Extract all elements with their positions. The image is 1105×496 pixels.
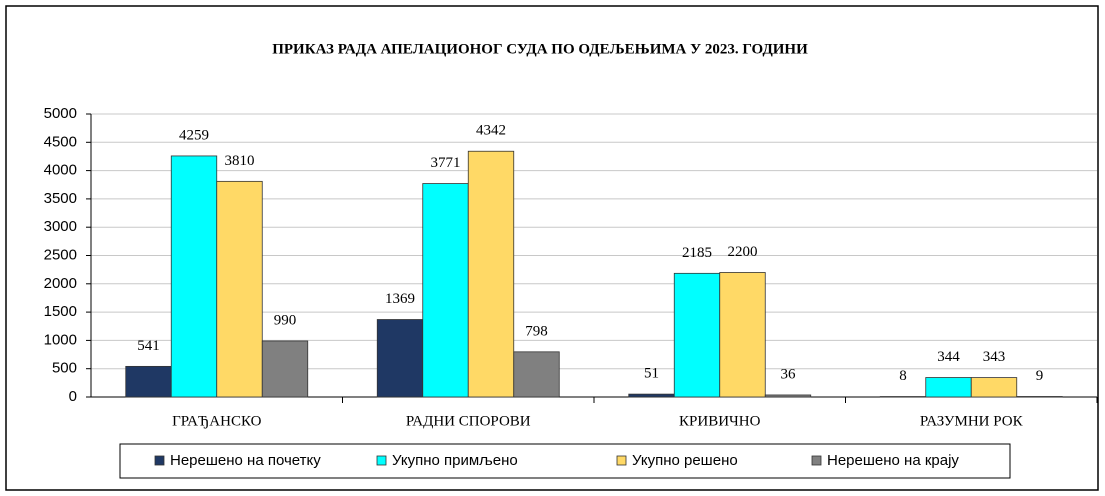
value-label: 36	[781, 366, 797, 382]
legend-swatch	[811, 455, 822, 466]
value-label: 3810	[225, 153, 255, 169]
legend-swatch	[154, 455, 165, 466]
y-tick-label: 1000	[44, 331, 77, 348]
y-tick-label: 5000	[44, 105, 77, 122]
y-tick-label: 2000	[44, 275, 77, 292]
legend-box	[119, 443, 1011, 479]
bar	[673, 272, 721, 398]
value-label: 51	[644, 366, 659, 382]
bar	[422, 183, 469, 398]
y-tick-label: 4000	[44, 162, 77, 179]
value-label: 8	[899, 368, 907, 384]
value-label: 990	[274, 312, 297, 328]
bar	[719, 272, 766, 398]
value-label: 9	[1036, 368, 1044, 384]
y-tick-label: 1500	[44, 303, 77, 320]
x-tick-label: ГРАЂАНСКО	[172, 413, 262, 429]
value-label: 4342	[476, 123, 506, 139]
value-label: 3771	[431, 155, 461, 171]
value-label: 2185	[682, 245, 712, 261]
value-label: 344	[937, 349, 960, 365]
bar	[467, 150, 515, 398]
legend-label: Укупно решено	[632, 452, 738, 469]
y-tick-label: 0	[69, 388, 77, 405]
y-tick-label: 500	[52, 360, 77, 377]
value-label: 798	[525, 323, 548, 339]
x-tick-label: РАДНИ СПОРОВИ	[406, 413, 531, 429]
bar	[376, 319, 424, 398]
bar	[170, 155, 218, 398]
value-label: 343	[983, 349, 1006, 365]
legend-swatch	[616, 455, 627, 466]
bar	[216, 180, 263, 398]
legend-swatch	[376, 455, 387, 466]
bar	[970, 377, 1018, 398]
bar	[628, 393, 675, 398]
legend-label: Нерешено на почетку	[170, 452, 321, 469]
y-tick-label: 3000	[44, 218, 77, 235]
x-tick-label: КРИВИЧНО	[679, 413, 761, 429]
value-label: 2200	[728, 244, 758, 260]
bar	[925, 377, 972, 398]
bar	[1016, 396, 1063, 398]
bar	[261, 340, 309, 398]
value-label: 4259	[179, 127, 209, 143]
y-tick-label: 3500	[44, 190, 77, 207]
legend-label: Укупно примљено	[392, 452, 518, 469]
value-label: 541	[137, 338, 160, 354]
bar	[513, 351, 560, 398]
value-label: 1369	[385, 291, 415, 307]
y-tick-label: 2500	[44, 246, 77, 263]
bar	[125, 365, 172, 398]
y-tick-label: 4500	[44, 133, 77, 150]
x-tick-label: РАЗУМНИ РОК	[920, 413, 1024, 429]
legend-label: Нерешено на крају	[827, 452, 959, 469]
chart-title: ПРИКАЗ РАДА АПЕЛАЦИОНОГ СУДА ПО ОДЕЉЕЊИМ…	[272, 41, 808, 57]
bar	[764, 394, 812, 398]
